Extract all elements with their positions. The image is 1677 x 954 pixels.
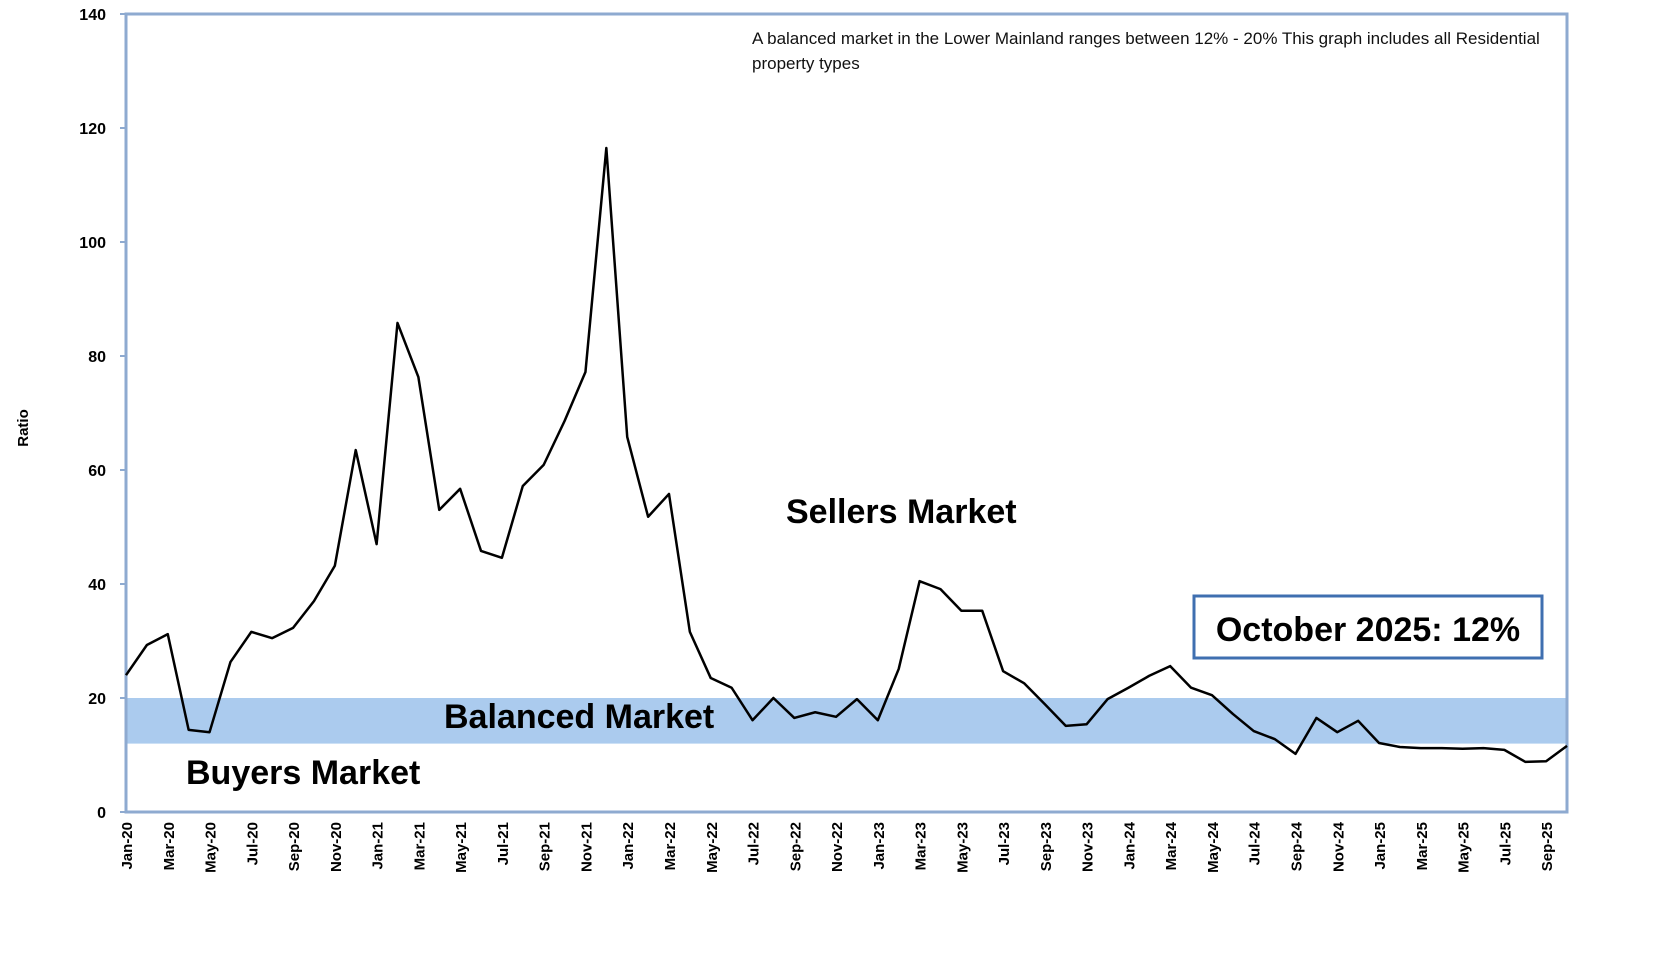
- x-tick-label: Jul-22: [746, 822, 763, 865]
- callout-box: [1192, 594, 1544, 660]
- x-tick-label: Jan-24: [1121, 821, 1138, 869]
- y-tick-label: 140: [79, 7, 106, 24]
- y-tick-label: 100: [79, 235, 106, 252]
- x-tick-label: May-25: [1456, 822, 1473, 873]
- x-tick-label: Nov-23: [1080, 822, 1097, 872]
- y-tick-label: 120: [79, 121, 106, 138]
- x-tick-label: May-20: [203, 822, 220, 873]
- y-tick-label: 60: [88, 463, 106, 480]
- y-tick-label: 80: [88, 349, 106, 366]
- x-tick-label: Sep-24: [1289, 821, 1306, 871]
- x-tick-label: Jan-25: [1372, 822, 1389, 870]
- x-tick-label: Mar-22: [662, 822, 679, 870]
- y-tick-label: 20: [88, 691, 106, 708]
- x-tick-label: Sep-22: [787, 822, 804, 871]
- x-tick-label: Sep-25: [1539, 822, 1556, 871]
- plot-frame: [124, 12, 1569, 814]
- x-tick-label: Jan-23: [871, 822, 888, 870]
- x-tick-label: Jan-21: [370, 822, 387, 870]
- x-tick-label: Mar-23: [913, 822, 930, 870]
- note: A balanced market in the Lower Mainland …: [752, 29, 1540, 73]
- x-tick-label: Sep-20: [286, 822, 303, 871]
- y-tick-label: 0: [97, 805, 106, 822]
- x-tick-label: Sep-23: [1038, 822, 1055, 871]
- x-tick-label: Nov-24: [1330, 821, 1347, 872]
- x-tick-label: Jan-20: [119, 822, 136, 870]
- x-tick-label: May-23: [954, 822, 971, 873]
- y-tick-label: 40: [88, 577, 106, 594]
- band-label: Balanced Market: [444, 698, 714, 736]
- sellers-label: Sellers Market: [786, 493, 1017, 531]
- x-tick-label: Mar-24: [1163, 821, 1180, 870]
- x-tick-label: Nov-20: [328, 822, 345, 872]
- x-tick-label: Jul-25: [1497, 822, 1514, 865]
- x-tick-label: Mar-21: [411, 822, 428, 870]
- x-tick-label: Jul-23: [996, 822, 1013, 865]
- x-tick-label: Sep-21: [537, 822, 554, 871]
- x-tick-label: Mar-25: [1414, 822, 1431, 870]
- x-tick-label: Mar-20: [161, 822, 178, 870]
- x-tick-label: Jul-20: [244, 822, 261, 865]
- x-tick-label: Jul-21: [495, 822, 512, 865]
- x-tick-label: Jan-22: [620, 822, 637, 870]
- x-tick-label: Jul-24: [1247, 821, 1264, 865]
- x-tick-label: Nov-22: [829, 822, 846, 872]
- x-tick-label: Nov-21: [578, 822, 595, 872]
- x-tick-label: May-24: [1205, 821, 1222, 873]
- callout-label: October 2025: 12%: [1216, 611, 1520, 649]
- buyers-label: Buyers Market: [186, 754, 420, 792]
- x-tick-label: May-21: [453, 822, 470, 873]
- data-line: [124, 146, 1568, 764]
- y-axis-label: Ratio: [15, 409, 32, 447]
- balanced-band: [126, 698, 1567, 744]
- x-tick-label: May-22: [704, 822, 721, 873]
